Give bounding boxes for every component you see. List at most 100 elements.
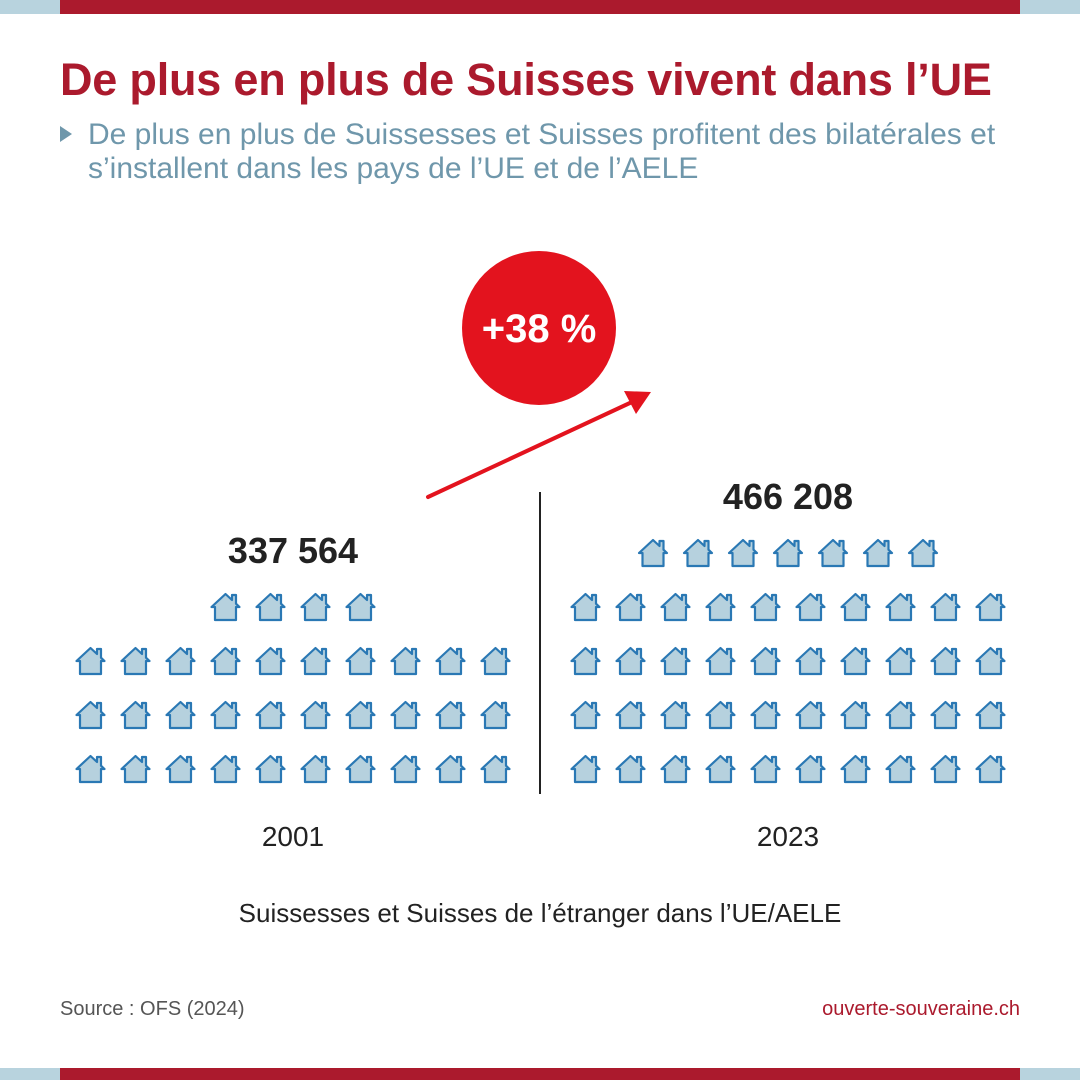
house-icon [300, 700, 331, 730]
house-icon [975, 700, 1006, 730]
house-icon [210, 754, 241, 784]
house-icon [885, 592, 916, 622]
house-icon [165, 754, 196, 784]
house-icon [840, 700, 871, 730]
house-icon [750, 754, 781, 784]
value-label: 466 208 [723, 476, 853, 517]
house-icon [975, 646, 1006, 676]
house-icon [705, 754, 736, 784]
house-icon [75, 646, 106, 676]
house-icon [840, 754, 871, 784]
house-icon [750, 592, 781, 622]
bottom-bar-middle-segment [60, 1068, 1020, 1080]
house-icon [727, 538, 759, 568]
house-icon [660, 592, 691, 622]
bottom-bar-right-segment [1020, 1068, 1080, 1080]
house-icon [570, 700, 601, 730]
house-icon [255, 700, 286, 730]
icon-group-2001 [75, 592, 511, 784]
arrow-head-icon [624, 391, 651, 414]
house-icon [435, 754, 466, 784]
source-note: Source : OFS (2024) [60, 998, 245, 1020]
growth-arrow-line [426, 400, 634, 499]
house-icon [615, 646, 646, 676]
house-icon [390, 646, 421, 676]
house-icon [795, 592, 826, 622]
house-icon [345, 754, 376, 784]
house-icon [120, 754, 151, 784]
house-icon [862, 538, 894, 568]
house-icon [615, 700, 646, 730]
house-icon [885, 700, 916, 730]
top-bar-left-segment [0, 0, 60, 14]
house-icon [165, 700, 196, 730]
top-accent-bar [0, 0, 1080, 14]
house-icon [210, 646, 241, 676]
house-icon [885, 754, 916, 784]
house-icon [615, 754, 646, 784]
house-icon [75, 754, 106, 784]
house-icon [885, 646, 916, 676]
house-icon [682, 538, 714, 568]
icon-group-2023 [570, 538, 1006, 784]
house-icon [750, 700, 781, 730]
subtitle: De plus en plus de Suissesses et Suisses… [60, 118, 1020, 186]
top-bar-right-segment [1020, 0, 1080, 14]
house-icon [637, 538, 669, 568]
house-icon [930, 592, 961, 622]
house-icon [795, 754, 826, 784]
house-icon [570, 592, 601, 622]
house-icon [975, 592, 1006, 622]
website-link[interactable]: ouverte-souveraine.ch [822, 998, 1020, 1020]
category-label: 2023 [757, 821, 819, 852]
house-icon [750, 646, 781, 676]
house-icon [120, 646, 151, 676]
house-icon [480, 754, 511, 784]
house-icon [480, 700, 511, 730]
page-title: De plus en plus de Suisses vivent dans l… [60, 54, 992, 105]
change-badge [462, 251, 616, 405]
house-icon [570, 754, 601, 784]
house-icon [570, 646, 601, 676]
house-icon [930, 754, 961, 784]
house-icon [840, 646, 871, 676]
house-icon [165, 646, 196, 676]
house-icon [210, 592, 241, 622]
bottom-accent-bar [0, 1068, 1080, 1080]
house-icon [345, 592, 376, 622]
house-icon [907, 538, 939, 568]
house-icon [345, 700, 376, 730]
house-icon [75, 700, 106, 730]
house-icon [480, 646, 511, 676]
house-icon [660, 700, 691, 730]
house-icon [705, 700, 736, 730]
change-badge-label: +38 % [482, 307, 597, 351]
house-icon [120, 700, 151, 730]
house-icon [255, 646, 286, 676]
house-icon [795, 646, 826, 676]
house-icon [345, 646, 376, 676]
x-axis-label: Suissesses et Suisses de l’étranger dans… [239, 898, 842, 928]
subtitle-text: De plus en plus de Suissesses et Suisses… [88, 118, 996, 185]
house-icon [390, 700, 421, 730]
house-icon [255, 592, 286, 622]
house-icon [930, 646, 961, 676]
house-icon [300, 754, 331, 784]
house-icon [435, 646, 466, 676]
house-icon [210, 700, 241, 730]
house-icon [660, 646, 691, 676]
bottom-bar-left-segment [0, 1068, 60, 1080]
house-icon [817, 538, 849, 568]
house-icon [390, 754, 421, 784]
value-label: 337 564 [228, 530, 358, 571]
house-icon [840, 592, 871, 622]
house-icon [705, 646, 736, 676]
house-icon [255, 754, 286, 784]
category-label: 2001 [262, 821, 324, 852]
house-icon [300, 646, 331, 676]
house-icon [975, 754, 1006, 784]
bullet-triangle-icon [60, 126, 72, 142]
house-icon [435, 700, 466, 730]
house-icon [615, 592, 646, 622]
